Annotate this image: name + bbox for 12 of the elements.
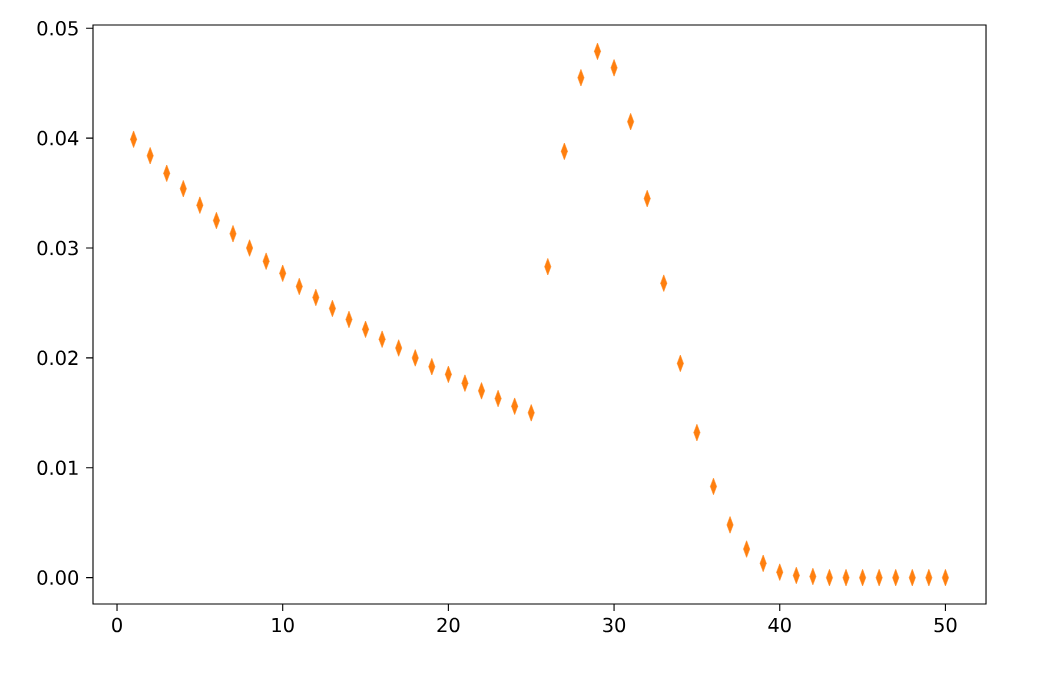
y-tick-label: 0.02 [37, 350, 78, 366]
x-tick-label: 50 [934, 617, 957, 633]
x-tick-label: 0 [112, 617, 122, 633]
x-tick-label: 20 [437, 617, 460, 633]
y-tick-label: 0.03 [37, 240, 78, 256]
x-tick-label: 30 [603, 617, 626, 633]
x-tick-label: 40 [768, 617, 791, 633]
y-tick-label: 0.05 [37, 20, 78, 36]
y-tick-label: 0.00 [37, 570, 79, 585]
y-tick-label: 0.01 [37, 460, 78, 476]
x-tick-label: 10 [272, 617, 294, 633]
y-tick-label: 0.04 [37, 130, 79, 146]
